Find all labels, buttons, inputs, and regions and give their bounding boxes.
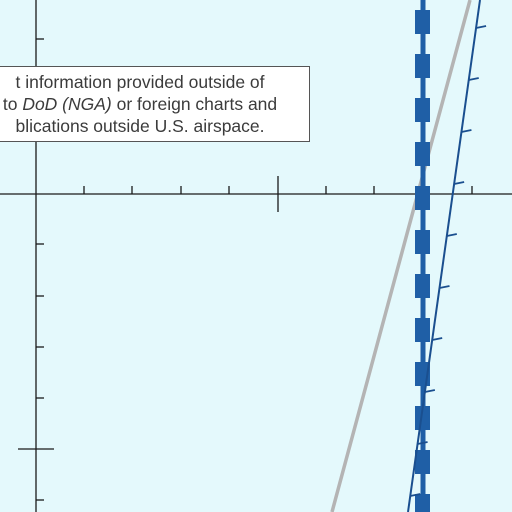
note-line-2-italic: DoD (NGA) (22, 94, 112, 114)
route-tick (468, 77, 479, 81)
boundary-tooth (415, 230, 430, 254)
gray-boundary-line (330, 0, 472, 512)
route-tick (453, 181, 465, 185)
chart-note-box: t information provided outside of to DoD… (0, 66, 310, 142)
route-tick (410, 493, 421, 497)
boundary-tooth (415, 274, 430, 298)
route-tick (475, 25, 487, 29)
note-line-1: t information provided outside of (15, 72, 265, 92)
boundary-tooth (415, 98, 430, 122)
boundary-tooth (415, 142, 430, 166)
boundary-tooth (415, 450, 430, 474)
boundary-tooth (415, 54, 430, 78)
special-use-airspace-boundary (415, 0, 430, 512)
boundary-tooth (415, 10, 430, 34)
boundary-tooth (415, 406, 430, 430)
route-tick (446, 233, 457, 237)
route-tick (461, 129, 472, 133)
note-line-2-prefix: to (2, 94, 23, 114)
note-line-2: to DoD (NGA) or foreign charts and (0, 93, 309, 115)
route-tick (424, 389, 436, 393)
parallel-minute-ticks (83, 186, 473, 194)
note-line-2-suffix: or foreign charts and (111, 94, 278, 114)
note-line-3: blications outside U.S. airspace. (15, 116, 265, 136)
route-line (407, 0, 487, 512)
boundary-tooth (415, 186, 430, 210)
boundary-tooth (415, 494, 430, 512)
route-tick (432, 337, 443, 341)
route-tick (417, 441, 428, 445)
boundary-tooth (415, 318, 430, 342)
route-tick (439, 285, 450, 289)
